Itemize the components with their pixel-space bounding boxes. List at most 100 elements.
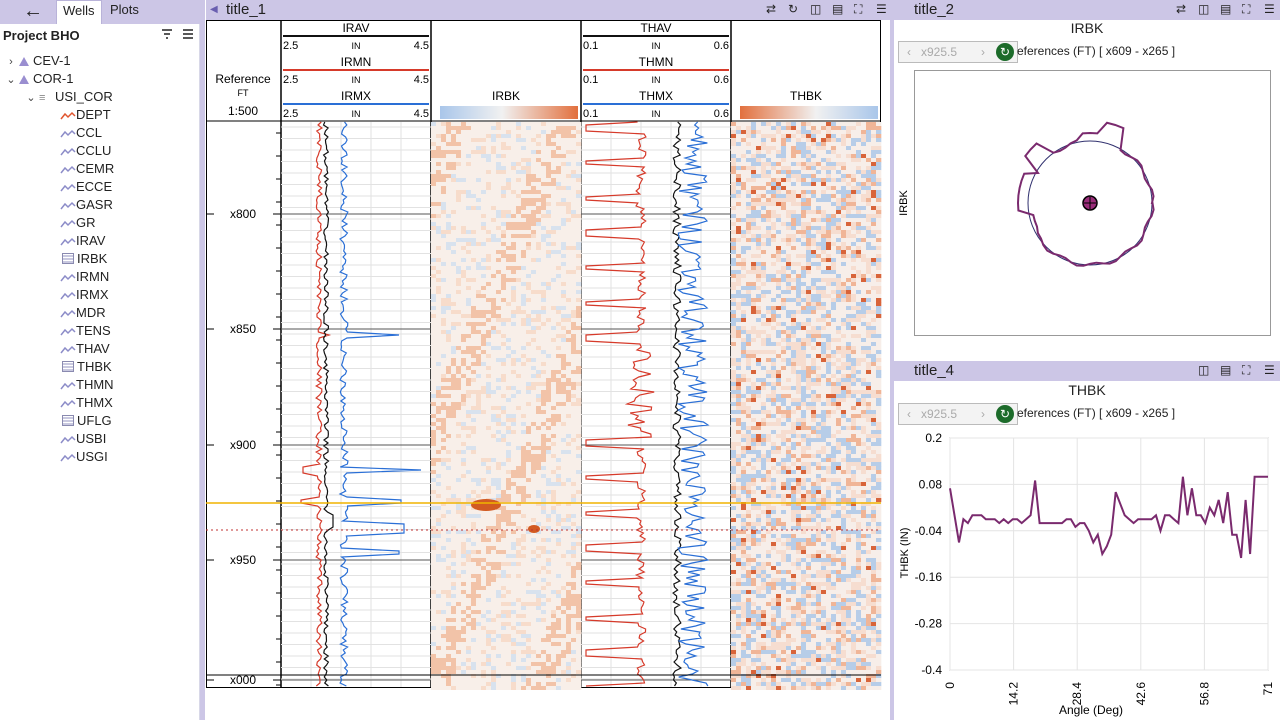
image-pixel [491,670,497,675]
image-pixel [551,314,557,319]
image-pixel [496,298,502,303]
maximize-icon[interactable]: ⛶ [854,2,863,16]
image-pixel [556,186,562,191]
tree-item-curve[interactable]: IRMX [60,286,109,304]
image-pixel [566,578,572,583]
tree-item-curve[interactable]: CEMR [60,160,114,178]
image-pixel [436,194,442,199]
image-pixel [481,366,487,371]
chevron-down-icon[interactable]: ⌄ [26,92,36,104]
thbk-header[interactable]: THBK [740,89,878,119]
image-pixel [461,582,467,587]
image-pixel [536,590,542,595]
tree-item-curve[interactable]: IRMN [60,268,109,286]
image-pixel [516,558,522,563]
tree-item-curve[interactable]: CCLU [60,142,111,160]
filter-icon[interactable] [161,28,173,43]
image-pixel [446,630,452,635]
tree-item-curve[interactable]: MDR [60,304,106,322]
tree-item-curve[interactable]: THBK [60,358,112,376]
tree-item-curve[interactable]: CCL [60,124,102,142]
back-button[interactable]: ← [18,1,48,22]
image-pixel [541,398,547,403]
image-pixel [451,182,457,187]
collapse-left-icon[interactable]: ◀ [210,4,218,15]
tree-item-curve[interactable]: GR [60,214,96,232]
image-pixel [526,634,532,639]
image-pixel [526,310,532,315]
swap-icon[interactable]: ⇄ [766,2,777,16]
tree-item-curve[interactable]: UFLG [60,412,112,430]
image-pixel [526,686,532,690]
tree-item-curve[interactable]: THAV [60,340,110,358]
image-pixel [571,578,577,583]
tree-item-curve[interactable]: TENS [60,322,111,340]
tree-item-label: IRMN [76,269,110,284]
image-pixel [431,426,437,431]
tree-item-well[interactable]: ⌄ COR-1 [5,70,73,88]
image-pixel [576,126,582,131]
tree-item-curve[interactable]: USGI [60,448,108,466]
menu-icon[interactable] [182,28,194,43]
tree-item-curve[interactable]: IRBK [60,250,107,268]
tree-item-curve[interactable]: THMX [60,394,113,412]
tree-item-curve[interactable]: ECCE [60,178,112,196]
image-pixel [571,642,577,647]
image-pixel [566,198,572,203]
image-pixel [501,134,507,139]
image-pixel [471,258,477,263]
image-pixel [506,566,512,571]
tree-item-dataset[interactable]: ⌄ ≡ USI_COR [25,88,112,106]
chevron-right-icon[interactable]: › [9,56,13,68]
image-pixel [471,390,477,395]
image-pixel [491,470,497,475]
image-pixel [566,662,572,667]
panel-splitter[interactable] [200,0,205,720]
image-pixel [461,194,467,199]
image-pixel [446,390,452,395]
image-pixel [431,390,437,395]
image-pixel [471,538,477,543]
image-pixel [561,426,567,431]
image-pixel [516,378,522,383]
image-pixel [441,666,447,671]
image-pixel [431,686,437,690]
image-pixel [461,602,467,607]
image-pixel [476,154,482,159]
split-horizontal-icon[interactable]: ▤ [832,2,844,16]
image-pixel [506,150,512,155]
image-pixel [431,506,437,511]
image-pixel [556,486,562,491]
image-pixel [766,198,772,203]
tab-plots[interactable]: Plots [110,2,139,17]
refresh-icon[interactable]: ↻ [788,2,799,16]
tree-item-curve[interactable]: IRAV [60,232,105,250]
tree-item-curve[interactable]: THMN [60,376,114,394]
irbk-header[interactable]: IRBK [440,89,578,119]
menu-icon[interactable]: ☰ [876,2,887,16]
image-pixel [576,226,582,231]
image-pixel [516,386,522,391]
tree-item-curve[interactable]: GASR [60,196,113,214]
image-pixel [561,582,567,587]
image-pixel [466,402,472,407]
tree-item-curve[interactable]: DEPT [60,106,111,124]
image-pixel [861,186,867,191]
image-pixel [521,474,527,479]
image-pixel [476,210,482,215]
image-pixel [461,658,467,663]
image-pixel [496,602,502,607]
image-pixel [461,294,467,299]
tree-item-well[interactable]: › CEV-1 [5,52,70,70]
image-pixel [561,590,567,595]
chevron-down-icon[interactable]: ⌄ [6,74,16,86]
tab-wells[interactable]: Wells [56,0,102,24]
image-pixel [576,666,582,671]
tree-item-curve[interactable]: USBI [60,430,106,448]
image-pixel [466,310,472,315]
split-vertical-icon[interactable]: ◫ [810,2,822,16]
image-pixel [516,166,522,171]
